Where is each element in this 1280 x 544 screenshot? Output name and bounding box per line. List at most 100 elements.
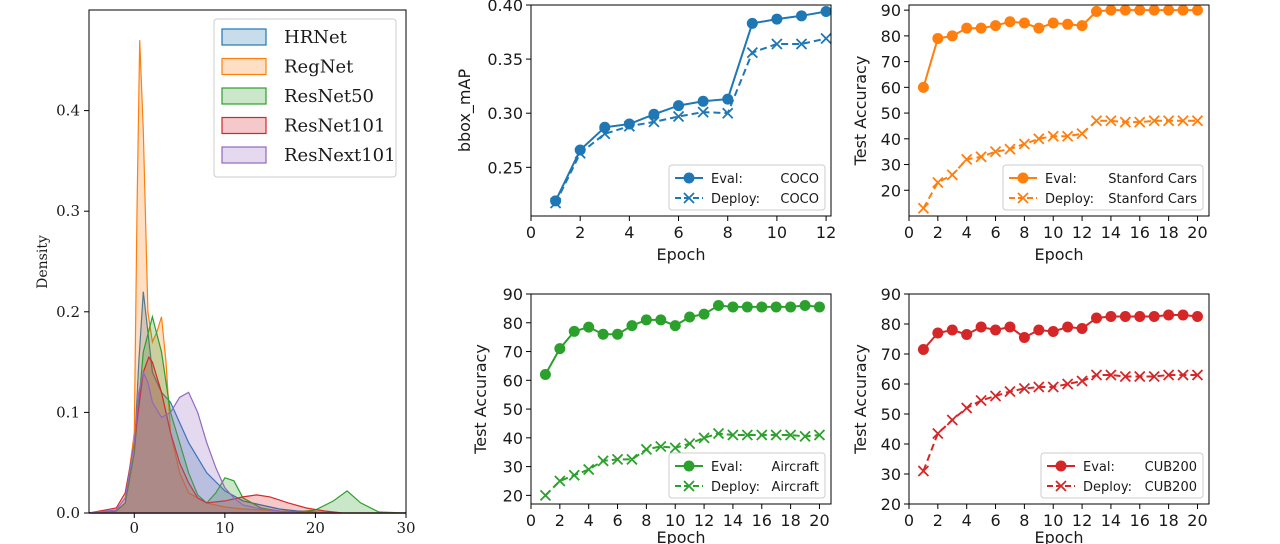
aircraft-x-tick-label: 20 [809, 511, 829, 530]
aircraft-deploy-point [756, 429, 768, 441]
aircraft-axes-frame [530, 293, 832, 505]
aircraft-x-tick-label: 2 [555, 511, 565, 530]
aircraft-deploy-point [568, 469, 580, 481]
cub-eval-point [1004, 321, 1016, 333]
cars-deploy-point [1119, 116, 1131, 128]
cub-deploy-point [961, 402, 973, 414]
cub-legend-marker [1055, 460, 1067, 472]
cars-y-tick-label: 20 [881, 181, 901, 200]
cub-eval-point [1091, 312, 1102, 324]
cars-deploy-point [1004, 143, 1016, 155]
cars-axes-frame [908, 4, 1210, 217]
aircraft-deploy-line [544, 432, 820, 497]
aircraft-eval-point [539, 369, 551, 381]
coco-deploy-point [648, 116, 660, 128]
cars-y-tick-label: 50 [881, 104, 901, 123]
coco-y-tick-label: 0.40 [487, 0, 523, 15]
aircraft-y-tick-label: 70 [503, 343, 523, 362]
cars-eval-point [1105, 4, 1117, 16]
coco-y-tick-label: 0.30 [487, 104, 523, 123]
aircraft-eval-point [597, 328, 609, 340]
kde-legend-label: ResNet50 [284, 86, 374, 107]
aircraft-x-tick-label: 0 [526, 511, 536, 530]
coco-eval-point [820, 5, 832, 17]
cars-eval-point [1018, 17, 1030, 29]
coco-y-tick-label: 0.25 [487, 158, 523, 177]
coco-eval-point [648, 108, 660, 120]
kde-legend-swatch [221, 116, 267, 135]
aircraft-x-tick-label: 4 [584, 511, 594, 530]
cars-eval-point [1033, 22, 1045, 34]
kde-legend-label: RegNet [284, 57, 354, 78]
cars-y-tick-label: 60 [881, 78, 901, 97]
kde-x-tick-label: 20 [306, 519, 325, 537]
cars-y-tick-label: 30 [881, 156, 901, 175]
cars-eval-point [1134, 4, 1146, 16]
cub-deploy-point [946, 414, 958, 426]
coco-eval-point [623, 118, 635, 130]
cub-deploy-point [1076, 375, 1088, 387]
aircraft-x-tick-label: 6 [612, 511, 622, 530]
aircraft-legend [668, 452, 826, 499]
cars-eval-point [1119, 4, 1131, 16]
cub-x-tick-label: 6 [990, 511, 1000, 530]
cub-legend-dataset: CUB200 [1145, 480, 1197, 495]
coco-legend-marker [683, 192, 695, 204]
cub-y-tick-label: 30 [881, 465, 901, 484]
cub-deploy-point [989, 390, 1002, 402]
cub-y-tick-label: 60 [881, 375, 901, 394]
cub-deploy-point [1134, 370, 1146, 383]
cub-y-tick-label: 20 [881, 495, 901, 514]
cars-deploy-point [917, 202, 930, 214]
coco-x-tick-label: 4 [624, 223, 634, 242]
aircraft-y-tick-label: 90 [503, 285, 523, 304]
coco-x-tick-label: 2 [575, 223, 585, 242]
aircraft-legend-marker [683, 480, 695, 492]
coco-legend-marker [683, 172, 695, 184]
cub-x-tick-label: 0 [904, 511, 914, 530]
cub-y-tick-label: 80 [881, 315, 901, 334]
aircraft-eval-point [813, 301, 825, 313]
cars-x-tick-label: 14 [1101, 223, 1121, 242]
cub-eval-point [1018, 332, 1030, 343]
kde-area-resnet101 [88, 355, 406, 514]
coco-eval-point [795, 10, 807, 22]
cub-deploy-point [1090, 369, 1103, 381]
aircraft-eval-point [626, 320, 638, 332]
aircraft-eval-point [741, 301, 753, 313]
aircraft-y-axis-label: Test Accuracy [471, 344, 490, 455]
cars-deploy-point [1134, 116, 1146, 128]
coco-x-tick-label: 10 [767, 223, 787, 242]
cub-legend-dataset: CUB200 [1145, 460, 1197, 475]
cub-eval-point [1047, 326, 1059, 337]
cub-x-tick-label: 14 [1101, 511, 1121, 530]
cub-legend-marker [1055, 480, 1067, 492]
aircraft-eval-point [713, 300, 724, 312]
cars-x-axis-label: Epoch [1035, 245, 1084, 264]
cars-x-tick-label: 8 [1019, 223, 1029, 242]
coco-legend [668, 164, 826, 211]
cars-deploy-point [975, 151, 987, 163]
cars-eval-point [946, 30, 958, 42]
aircraft-eval-point [799, 300, 811, 312]
cub-y-tick-label: 70 [881, 345, 901, 364]
coco-deploy-point [549, 197, 562, 209]
aircraft-eval-point [770, 301, 782, 313]
cars-deploy-point [1191, 115, 1204, 127]
aircraft-legend-dataset: Aircraft [772, 480, 819, 495]
cars-x-tick-label: 16 [1130, 223, 1150, 242]
cars-deploy-point [1033, 133, 1045, 145]
cars-x-tick-label: 12 [1072, 223, 1092, 242]
cars-eval-point [1004, 16, 1016, 28]
cars-deploy-point [1018, 138, 1031, 150]
aircraft-eval-point [669, 320, 681, 332]
cub-x-tick-label: 8 [1019, 511, 1029, 530]
cub-axes-frame [908, 293, 1210, 505]
cars-legend-dataset: Stanford Cars [1108, 192, 1197, 207]
cub-deploy-point [1062, 378, 1074, 390]
cub-y-tick-label: 90 [881, 285, 901, 304]
coco-deploy-point [697, 106, 709, 118]
aircraft-deploy-point [640, 443, 653, 455]
kde-x-tick-label: 30 [396, 519, 415, 537]
cars-deploy-line [922, 119, 1198, 209]
